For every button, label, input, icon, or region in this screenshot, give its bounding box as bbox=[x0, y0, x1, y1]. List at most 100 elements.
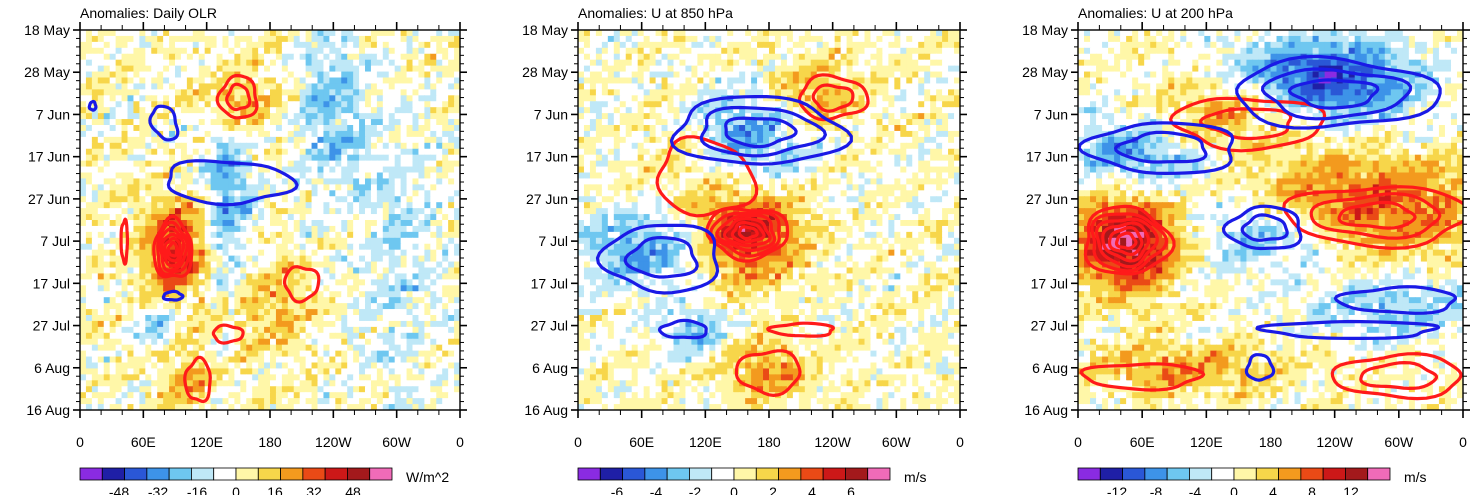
field-cell bbox=[685, 89, 693, 96]
field-cell bbox=[192, 41, 200, 49]
field-cell bbox=[388, 59, 396, 67]
field-cell bbox=[222, 285, 230, 292]
field-cell bbox=[655, 41, 663, 49]
field-cell bbox=[240, 71, 247, 79]
field-cell bbox=[210, 362, 218, 370]
field-cell bbox=[341, 243, 348, 251]
field-cell bbox=[270, 338, 277, 346]
field-cell bbox=[264, 380, 271, 387]
field-cell bbox=[85, 356, 93, 364]
field-cell bbox=[127, 178, 135, 185]
field-cell bbox=[80, 214, 87, 221]
field-cell bbox=[382, 83, 390, 90]
field-cell bbox=[85, 107, 93, 114]
field-cell bbox=[157, 125, 164, 132]
field-cell bbox=[412, 136, 420, 144]
field-cell bbox=[341, 101, 348, 108]
field-cell bbox=[97, 362, 105, 370]
field-cell bbox=[264, 47, 271, 55]
field-cell bbox=[163, 35, 170, 43]
field-cell bbox=[376, 249, 384, 257]
field-cell bbox=[864, 65, 872, 73]
field-cell bbox=[329, 368, 336, 375]
field-cell bbox=[691, 77, 698, 85]
field-cell bbox=[329, 71, 336, 79]
field-cell bbox=[275, 386, 283, 393]
field-cell bbox=[388, 392, 396, 399]
field-cell bbox=[365, 273, 372, 280]
field-cell bbox=[643, 41, 651, 49]
field-cell bbox=[270, 243, 277, 251]
field-cell bbox=[103, 77, 111, 85]
field-cell bbox=[329, 95, 336, 102]
field-cell bbox=[335, 237, 342, 245]
field-cell bbox=[287, 285, 295, 292]
field-cell bbox=[424, 386, 431, 393]
field-cell bbox=[376, 326, 384, 334]
field-cell bbox=[287, 59, 295, 67]
field-cell bbox=[442, 53, 449, 61]
field-cell bbox=[347, 95, 354, 102]
field-cell bbox=[281, 202, 289, 209]
field-cell bbox=[317, 326, 325, 334]
field-cell bbox=[394, 30, 402, 37]
field-cell bbox=[739, 30, 746, 37]
field-cell bbox=[204, 303, 212, 310]
field-cell bbox=[376, 208, 384, 215]
field-cell bbox=[97, 297, 105, 304]
field-cell bbox=[103, 344, 111, 352]
field-cell bbox=[323, 65, 330, 73]
field-cell bbox=[745, 59, 752, 67]
field-cell bbox=[954, 59, 960, 67]
field-cell bbox=[85, 297, 93, 304]
field-cell bbox=[103, 101, 111, 108]
field-cell bbox=[335, 130, 342, 138]
field-cell bbox=[252, 125, 259, 132]
field-cell bbox=[228, 53, 235, 61]
field-cell bbox=[234, 404, 241, 410]
field-cell bbox=[163, 368, 170, 375]
field-cell bbox=[145, 101, 152, 108]
field-cell bbox=[97, 166, 105, 174]
field-cell bbox=[353, 101, 360, 108]
field-cell bbox=[311, 30, 319, 37]
field-cell bbox=[733, 77, 740, 85]
field-cell bbox=[305, 30, 313, 37]
field-cell bbox=[180, 130, 188, 138]
field-cell bbox=[216, 332, 224, 340]
field-cell bbox=[353, 362, 360, 370]
field-cell bbox=[442, 208, 449, 215]
field-cell bbox=[133, 237, 140, 245]
field-cell bbox=[412, 190, 420, 197]
field-cell bbox=[394, 380, 402, 387]
field-cell bbox=[436, 303, 443, 310]
field-cell bbox=[151, 53, 158, 61]
field-cell bbox=[151, 47, 158, 55]
field-cell bbox=[157, 220, 164, 227]
field-cell bbox=[727, 47, 734, 55]
field-cell bbox=[822, 83, 830, 90]
field-cell bbox=[406, 303, 414, 310]
field-cell bbox=[930, 53, 937, 61]
field-cell bbox=[299, 184, 307, 191]
field-cell bbox=[317, 95, 325, 102]
field-cell bbox=[204, 338, 212, 346]
field-cell bbox=[388, 107, 396, 114]
field-cell bbox=[448, 273, 455, 280]
field-cell bbox=[376, 113, 384, 120]
field-cell bbox=[258, 374, 265, 381]
field-cell bbox=[127, 89, 135, 96]
field-cell bbox=[198, 89, 206, 96]
field-cell bbox=[281, 101, 289, 108]
field-cell bbox=[430, 125, 437, 132]
field-cell bbox=[852, 59, 860, 67]
field-cell bbox=[139, 125, 146, 132]
field-cell bbox=[454, 148, 460, 156]
field-cell bbox=[323, 255, 330, 263]
field-cell bbox=[133, 380, 140, 387]
field-cell bbox=[900, 83, 907, 90]
field-cell bbox=[222, 380, 230, 387]
field-cell bbox=[583, 59, 591, 67]
field-cell bbox=[216, 41, 224, 49]
field-cell bbox=[222, 30, 230, 37]
